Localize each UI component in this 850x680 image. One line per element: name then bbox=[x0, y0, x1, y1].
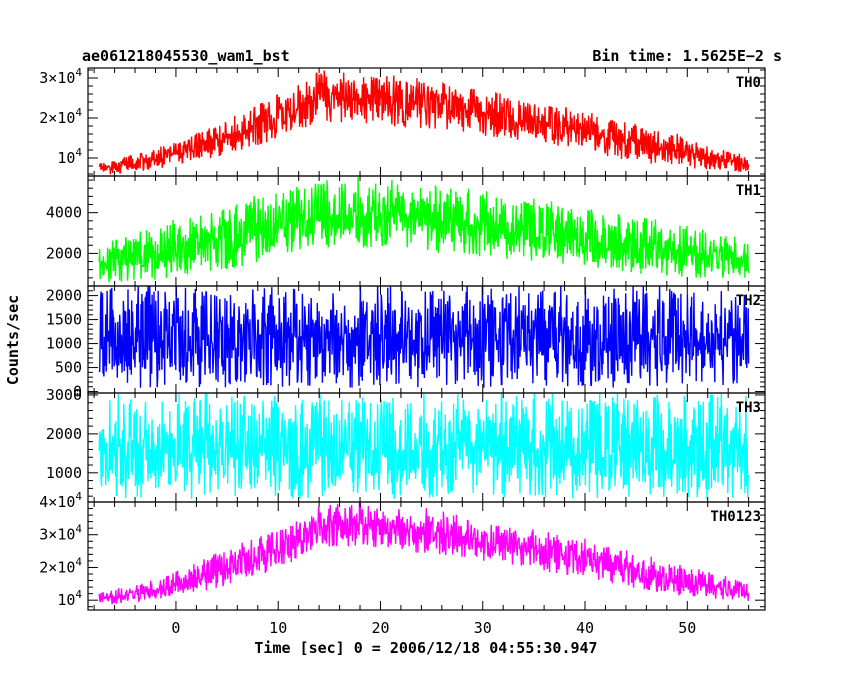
x-tick-label: 50 bbox=[678, 619, 696, 637]
x-tick-labels: 0 10 20 30 40 50 bbox=[171, 619, 696, 637]
panel-label-th2: TH2 bbox=[736, 293, 761, 309]
x-axis-label: Time [sec] 0 = 2006/12/18 04:55:30.947 bbox=[254, 639, 597, 657]
series-line-th0123 bbox=[98, 502, 750, 605]
panel-frame bbox=[87, 501, 766, 611]
panel-th3: 1000 2000 3000 TH3 bbox=[46, 386, 766, 503]
y-tick-label: 1500 bbox=[46, 311, 82, 329]
y-tick-label: 2×104 bbox=[39, 555, 82, 576]
x-tick-label: 30 bbox=[474, 619, 492, 637]
series-line-th2 bbox=[98, 286, 750, 388]
y-tick-label: 0 bbox=[73, 383, 82, 401]
x-tick-label: 0 bbox=[171, 619, 180, 637]
y-tick-label: 3×104 bbox=[39, 523, 82, 544]
y-tick-label: 1000 bbox=[46, 464, 82, 482]
y-tick-label: 2000 bbox=[46, 425, 82, 443]
y-tick-label: 4×104 bbox=[39, 490, 82, 511]
chart-title: ae061218045530_wam1_bst bbox=[82, 47, 290, 65]
y-tick-label: 2000 bbox=[46, 287, 82, 305]
series-line-th3 bbox=[98, 393, 750, 500]
y-tick-label: 2000 bbox=[46, 244, 82, 262]
panel-th2: 0 500 1000 1500 2000 TH2 bbox=[46, 285, 766, 401]
panel-th0123: 104 2×104 3×104 4×104 TH0123 bbox=[39, 490, 766, 611]
panel-label-th0123: TH0123 bbox=[710, 509, 761, 525]
y-tick-label: 3×104 bbox=[39, 66, 82, 87]
y-tick-label: 1000 bbox=[46, 335, 82, 353]
bin-time-label: Bin time: 1.5625E−2 s bbox=[592, 47, 782, 65]
x-tick-label: 20 bbox=[371, 619, 389, 637]
series-line-th1 bbox=[98, 176, 750, 283]
panel-label-th0: TH0 bbox=[736, 75, 761, 91]
y-tick-label: 104 bbox=[57, 146, 82, 167]
series-line-th0 bbox=[98, 70, 750, 175]
y-tick-label: 2×104 bbox=[39, 106, 82, 127]
y-tick-label: 3000 bbox=[46, 386, 82, 404]
x-tick-label: 10 bbox=[269, 619, 287, 637]
y-axis-label: Counts/sec bbox=[4, 295, 22, 385]
x-tick-label: 40 bbox=[576, 619, 594, 637]
panel-label-th3: TH3 bbox=[736, 400, 761, 416]
y-tick-label: 4000 bbox=[46, 204, 82, 222]
panel-label-th1: TH1 bbox=[736, 183, 761, 199]
panels-group: 104 2×104 3×104 TH0 2000 4000 TH1 0 500 1000 1500 2… bbox=[39, 66, 766, 611]
y-tick-label: 500 bbox=[55, 359, 82, 377]
y-tick-label: 104 bbox=[57, 588, 82, 609]
